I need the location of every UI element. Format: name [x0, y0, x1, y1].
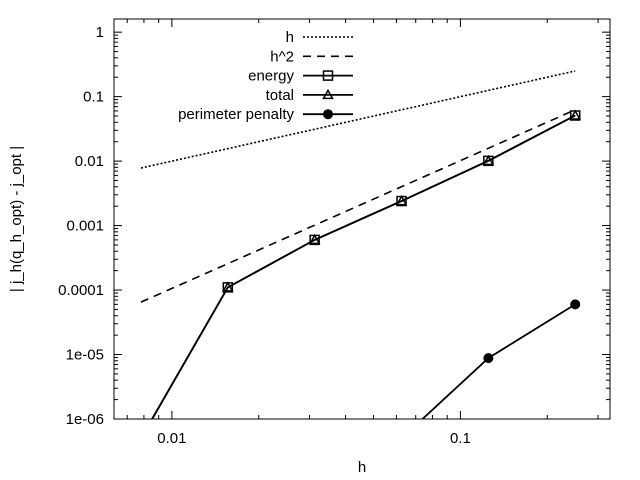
legend-label: total: [266, 87, 294, 104]
legend-marker: [322, 88, 334, 100]
legend-label: h^2: [270, 48, 294, 65]
data-point: [483, 353, 494, 364]
legend-marker: [323, 109, 333, 120]
y-tick-label: 0.01: [75, 153, 104, 170]
y-tick-label: 0.001: [66, 218, 104, 235]
x-tick-label: 0.01: [157, 430, 186, 447]
series-line: [151, 114, 576, 419]
series-line: [421, 303, 576, 419]
x-axis-label: h: [358, 459, 366, 476]
legend-label: energy: [248, 68, 294, 85]
legend-label: perimeter penalty: [178, 106, 294, 123]
plot-frame: [113, 18, 611, 420]
data-point: [569, 109, 581, 120]
series-line: [140, 109, 576, 303]
y-tick-label: 0.0001: [58, 282, 104, 299]
legend-marker: [322, 70, 334, 81]
data-point: [570, 299, 581, 310]
data-point: [222, 281, 234, 292]
y-tick-label: 1e-06: [66, 411, 104, 428]
data-point: [395, 195, 408, 206]
y-tick-label: 1: [96, 24, 104, 41]
legend-label: h: [286, 29, 294, 46]
y-tick-label: 0.1: [83, 89, 104, 106]
data-point: [308, 233, 321, 245]
x-tick-label: 0.1: [450, 430, 471, 447]
y-axis-label: | j_h(q_h_opt) - j_opt |: [8, 146, 25, 292]
series-line: [151, 114, 576, 419]
data-point: [482, 154, 495, 166]
y-tick-label: 1e-05: [66, 347, 104, 364]
